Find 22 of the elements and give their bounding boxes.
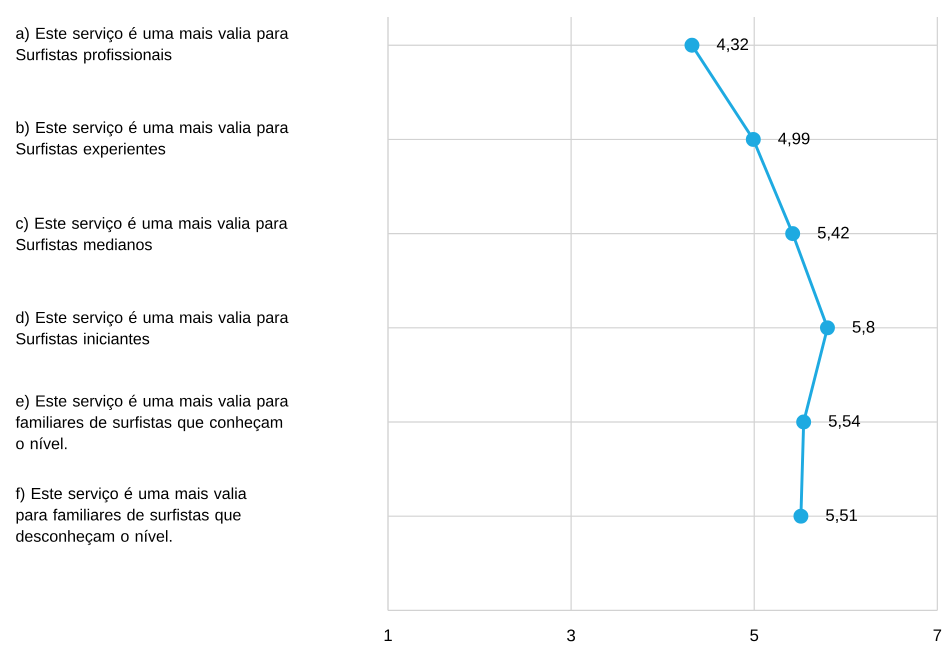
data-label: 5,42 xyxy=(818,226,849,241)
point xyxy=(785,226,800,242)
y-tick-label: f) Este serviço é uma mais valia para familiares de surfistas que desconheçam o nível. xyxy=(16,487,247,546)
data-label: 5,54 xyxy=(828,415,860,429)
data-label: 5,8 xyxy=(852,320,874,335)
point xyxy=(684,38,700,53)
data-label: 4,32 xyxy=(716,38,748,52)
point xyxy=(793,508,808,524)
y-tick-label: c) Este serviço é uma mais valia para Surfistas medianos xyxy=(16,217,288,250)
x-tick-label: 5 xyxy=(750,630,758,642)
x-tick-label: 3 xyxy=(567,630,576,642)
x-tick-label: 7 xyxy=(934,630,942,641)
y-tick-label: d) Este serviço é uma mais valia para Surfistas iniciantes xyxy=(16,311,288,344)
data-label: 5,51 xyxy=(826,509,858,523)
data-label: 4,99 xyxy=(778,132,810,146)
point xyxy=(746,132,761,147)
point xyxy=(820,320,835,336)
y-tick-label: a) Este serviço é uma mais valia para Surfistas profissionais xyxy=(16,27,288,64)
y-tick-label: b) Este serviço é uma mais valia para Surfistas experientes xyxy=(16,121,288,158)
point xyxy=(796,414,812,430)
x-tick-label: 1 xyxy=(384,630,392,641)
y-tick-label: e) Este serviço é uma mais valia para familiares de surfistas que conheçam o nível. xyxy=(16,394,288,450)
